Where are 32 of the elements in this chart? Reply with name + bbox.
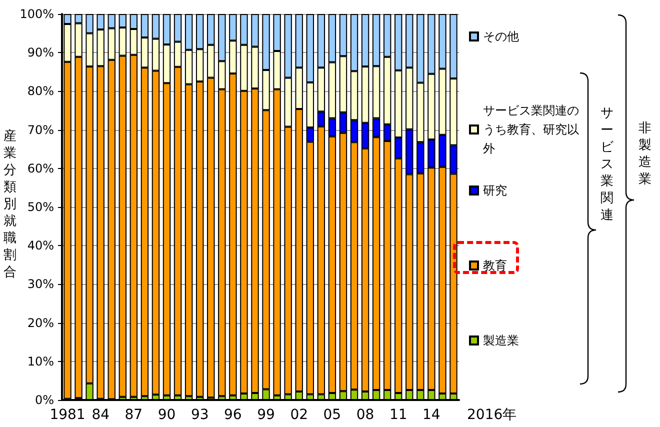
x-tick-label: 05 [323,407,342,423]
x-tick-label: 93 [190,407,209,423]
text: サービス業関連 [600,105,614,224]
x-tick-label: 14 [422,407,440,423]
x-tick-label: 96 [224,407,242,423]
x-tick-label: 02 [290,407,308,423]
y-tick-label: 50% [27,200,54,214]
x-tick-label: 90 [158,407,176,423]
y-tick-label: 100% [20,7,54,21]
legend-label: 教育 [483,258,507,272]
x-tick-label: 84 [92,407,110,423]
x-tick-label: 1981 [50,407,86,423]
y-tick-label: 0% [34,393,54,407]
y-tick-label: 70% [27,122,54,137]
text: 産業分類別就職割合 [4,129,16,280]
y-tick-label: 80% [27,84,54,98]
text: 非製造業 [638,120,652,188]
x-tick-label: 11 [389,407,408,423]
y-tick-label: 40% [27,238,54,253]
y-tick-label: 60% [27,161,54,176]
y-tick-label: 20% [27,316,54,330]
legend-label: 研究 [483,184,507,198]
y-tick-label: 30% [27,277,54,292]
y-tick-label: 10% [27,354,54,368]
x-tick-label: 08 [356,407,374,423]
y-tick-label: 90% [27,46,54,60]
x-tick-label: 87 [124,407,143,423]
x-axis-title: 2016年 [467,407,517,423]
legend-label: サービス業関連のうち教育、研究以外 [483,104,579,156]
x-tick-label: 99 [257,407,275,423]
legend-label: 製造業 [483,334,519,348]
legend-label: その他 [483,30,519,44]
